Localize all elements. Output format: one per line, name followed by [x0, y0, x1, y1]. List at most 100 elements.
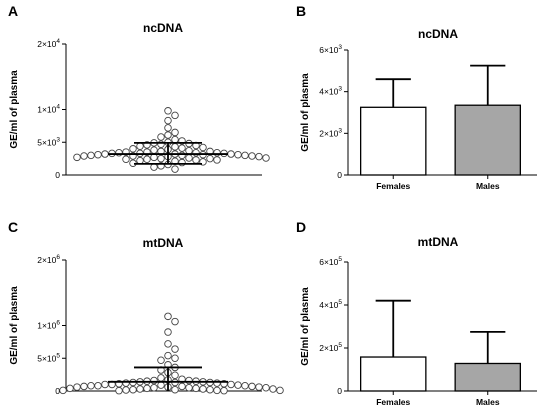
data-point [255, 383, 263, 391]
data-point [80, 152, 88, 160]
data-point [164, 312, 172, 321]
data-point [178, 158, 186, 167]
y-tick-label: 0 [55, 170, 60, 180]
data-point [220, 386, 228, 395]
data-point [192, 148, 200, 157]
y-tick-label: 2×105 [319, 342, 342, 353]
data-point [276, 386, 284, 395]
y-tick-label: 1×106 [37, 320, 60, 331]
data-point [213, 148, 221, 157]
data-point [164, 351, 172, 360]
x-tick-label: Males [476, 397, 500, 407]
y-tick-label: 5×105 [37, 352, 60, 363]
bar-males [454, 104, 522, 176]
data-point [171, 385, 179, 394]
y-axis-label: GE/ml of plasma [300, 287, 311, 366]
data-point [185, 383, 193, 392]
data-point [164, 340, 172, 348]
data-point [234, 150, 242, 159]
data-point [213, 379, 221, 387]
data-point [143, 384, 151, 393]
data-point [164, 107, 172, 115]
data-point [136, 385, 144, 393]
data-point [171, 317, 179, 326]
data-point [164, 328, 172, 336]
data-point [87, 151, 95, 160]
data-point [73, 153, 81, 162]
data-point [171, 143, 179, 151]
y-axis-label: GE/ml of plasma [9, 70, 20, 149]
data-point [199, 385, 207, 393]
panel-letter: C [8, 219, 18, 235]
data-point [122, 155, 130, 164]
data-point [213, 156, 221, 164]
data-point [115, 148, 123, 157]
data-point [136, 156, 144, 165]
data-point [150, 146, 158, 154]
panel-letter: B [296, 3, 306, 19]
data-point [66, 384, 74, 393]
data-point [157, 133, 165, 141]
y-axis-label: GE/ml of plasma [300, 73, 311, 152]
data-point [185, 376, 193, 385]
y-tick-label: 2×106 [37, 254, 60, 265]
y-axis-label: GE/ml of plasma [9, 286, 20, 365]
data-point [262, 154, 270, 162]
data-point [164, 124, 172, 132]
data-point [157, 140, 165, 148]
data-point [150, 163, 158, 171]
x-tick-label: Females [376, 397, 410, 407]
data-point [59, 386, 67, 395]
y-tick-label: 4×103 [319, 86, 342, 97]
y-tick-label: 2×103 [319, 127, 342, 138]
data-point [171, 354, 179, 363]
x-tick-label: Males [476, 181, 500, 191]
data-point [241, 151, 249, 160]
data-point [192, 156, 200, 164]
data-point [227, 150, 235, 158]
data-point [94, 382, 102, 390]
data-point [101, 150, 109, 158]
data-point [234, 381, 242, 389]
data-point [192, 384, 200, 393]
data-point [101, 380, 109, 389]
chart-title: mtDNA [418, 235, 459, 249]
y-tick-label: 6×103 [319, 44, 342, 55]
data-point [122, 386, 130, 394]
panel-letter: D [296, 219, 306, 235]
data-point [115, 386, 123, 395]
data-point [206, 385, 214, 394]
data-point [171, 165, 179, 173]
data-point [73, 383, 81, 391]
bar-females [359, 106, 427, 176]
data-point [248, 382, 256, 391]
chart-title: ncDNA [143, 21, 183, 35]
y-tick-label: 2×104 [37, 38, 60, 49]
data-point [171, 345, 179, 353]
data-point [185, 154, 193, 162]
bar-females [359, 356, 427, 392]
data-point [150, 376, 158, 385]
data-point [164, 131, 172, 139]
data-point [227, 380, 235, 389]
data-point [157, 374, 165, 382]
data-point [269, 385, 277, 393]
data-point [178, 144, 186, 152]
data-point [241, 382, 249, 390]
data-point [255, 152, 263, 161]
y-tick-label: 4×105 [319, 299, 342, 310]
data-point [80, 382, 88, 391]
data-point [157, 154, 165, 163]
y-tick-label: 0 [337, 386, 342, 396]
data-point [171, 128, 179, 137]
data-point [171, 111, 179, 120]
data-point [178, 151, 186, 160]
data-point [150, 153, 158, 162]
data-point [129, 145, 137, 153]
data-point [122, 379, 130, 387]
